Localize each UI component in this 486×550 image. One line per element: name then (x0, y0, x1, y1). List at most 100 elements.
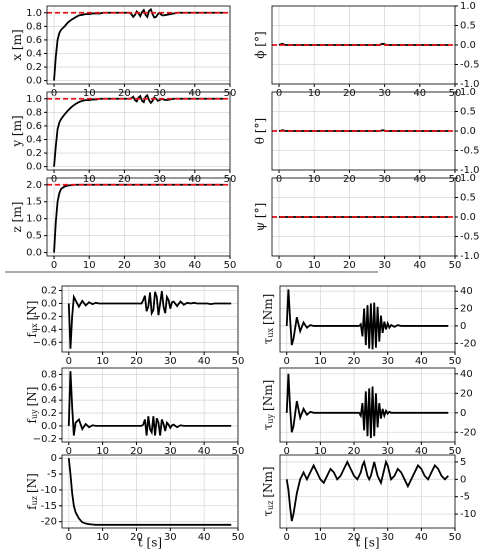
y-tick-label: 0.6 (26, 35, 42, 46)
x-tick-label: 0 (276, 260, 282, 271)
y-tick-label: 0.4 (41, 395, 57, 406)
x-tick-label: 40 (198, 446, 211, 457)
y-axis-label-part: uz (30, 496, 39, 505)
y-tick-label: -20 (460, 427, 476, 438)
y-tick-label: 0.0 (460, 40, 476, 51)
y-tick-label: 0.6 (26, 121, 42, 132)
plot-frame (271, 5, 456, 85)
x-tick-label: 40 (415, 532, 428, 543)
y-tick-label: −0.2 (33, 311, 57, 322)
y-tick-label: 0 (51, 453, 57, 464)
y-tick-label: 0.2 (41, 286, 57, 297)
x-tick-label: 30 (164, 446, 177, 457)
y-axis-label: τuy [Nm] (261, 380, 276, 431)
y-tick-label: 0.0 (460, 212, 476, 223)
y-axis-label-part: ϕ [°] (253, 31, 267, 58)
x-tick-label: 20 (348, 356, 361, 367)
y-tick-label: -0.5 (460, 232, 480, 243)
y-tick-label: -1.0 (460, 79, 480, 90)
y-axis-label-part: θ [°] (253, 118, 267, 144)
x-tick-label: 40 (415, 356, 428, 367)
data-line (67, 458, 232, 526)
y-tick-label: 0.2 (26, 148, 42, 159)
x-tick-label: 10 (96, 446, 109, 457)
y-axis-label-part: y [m] (10, 115, 24, 147)
x-tick-label: 10 (314, 446, 327, 457)
y-tick-label: 0.2 (26, 62, 42, 73)
plot-frame (46, 91, 231, 171)
y-axis-label: y [m] (10, 115, 24, 147)
y-tick-label: -0.5 (460, 60, 480, 71)
y-tick-label: -15 (41, 501, 57, 512)
x-tick-label: 20 (343, 260, 356, 271)
y-tick-label: 0.6 (41, 382, 57, 393)
y-axis-label-part: f (25, 418, 39, 424)
y-axis-label-part: ψ [°] (253, 203, 267, 232)
y-tick-label: -10 (460, 509, 476, 520)
x-tick-label: 20 (348, 446, 361, 457)
y-axis-label: x [m] (10, 29, 24, 60)
x-tick-label: 0 (284, 532, 290, 543)
y-tick-label: 40 (460, 286, 473, 297)
x-tick-label: 20 (130, 532, 143, 543)
y-tick-label: -1.0 (460, 251, 480, 262)
x-tick-label: 50 (449, 356, 462, 367)
y-tick-label: 0.0 (26, 248, 42, 259)
y-tick-label: 0 (460, 321, 466, 332)
y-tick-label: -1.0 (460, 165, 480, 176)
data-line (67, 371, 232, 436)
data-line (285, 289, 449, 350)
y-axis-label: fuy [N] (25, 387, 40, 424)
y-tick-label: -10 (41, 485, 57, 496)
x-tick-label: 40 (198, 532, 211, 543)
y-tick-label: 20 (460, 388, 473, 399)
x-tick-label: 10 (314, 356, 327, 367)
y-tick-label: 1.0 (26, 214, 42, 225)
x-tick-label: 30 (378, 260, 391, 271)
x-tick-label: 0 (51, 260, 57, 271)
x-axis-label: t [s] (355, 536, 379, 550)
y-tick-label: 0.4 (26, 134, 42, 145)
y-tick-label: 1.0 (26, 8, 42, 19)
plot-frame (271, 177, 456, 257)
y-tick-label: 0.5 (460, 21, 476, 32)
x-tick-label: 40 (198, 356, 211, 367)
y-axis-label: τux [Nm] (261, 294, 276, 345)
x-tick-label: 50 (449, 260, 462, 271)
x-tick-label: 30 (381, 532, 394, 543)
y-axis-label-part: [Nm] (261, 294, 275, 325)
y-axis-label-part: [N] (25, 387, 39, 407)
y-axis-label-part: x [m] (10, 29, 24, 60)
plot-frame (61, 454, 239, 529)
data-line (285, 373, 449, 439)
y-axis-label: τuz [Nm] (261, 466, 276, 516)
plot-frame (46, 177, 231, 257)
y-tick-label: 1.0 (26, 94, 42, 105)
y-tick-label: 0.5 (460, 107, 476, 118)
plot-frame (271, 91, 456, 171)
y-tick-label: 0.2 (41, 408, 57, 419)
y-tick-label: 0 (460, 408, 466, 419)
x-tick-label: 30 (381, 446, 394, 457)
x-tick-label: 10 (83, 260, 96, 271)
y-axis-label-part: f (25, 504, 39, 510)
x-tick-label: 50 (232, 356, 245, 367)
y-tick-label: -5 (460, 492, 470, 503)
y-tick-label: -20 (41, 517, 57, 528)
data-line (285, 459, 449, 522)
plot-frame (61, 367, 239, 443)
x-tick-label: 0 (284, 356, 290, 367)
x-tick-label: 0 (284, 446, 290, 457)
y-tick-label: −0.4 (33, 324, 57, 335)
plot-frame (279, 285, 456, 353)
y-axis-label-part: uy (266, 413, 275, 423)
y-tick-label: 20 (460, 304, 473, 315)
x-tick-label: 50 (232, 532, 245, 543)
y-axis-label-part: z [m] (10, 202, 24, 233)
x-tick-label: 20 (348, 532, 361, 543)
y-tick-label: 1.0 (460, 1, 476, 12)
y-axis-label: z [m] (10, 202, 24, 233)
x-tick-label: 30 (153, 260, 166, 271)
x-tick-label: 30 (381, 356, 394, 367)
plot-frame (279, 454, 456, 529)
